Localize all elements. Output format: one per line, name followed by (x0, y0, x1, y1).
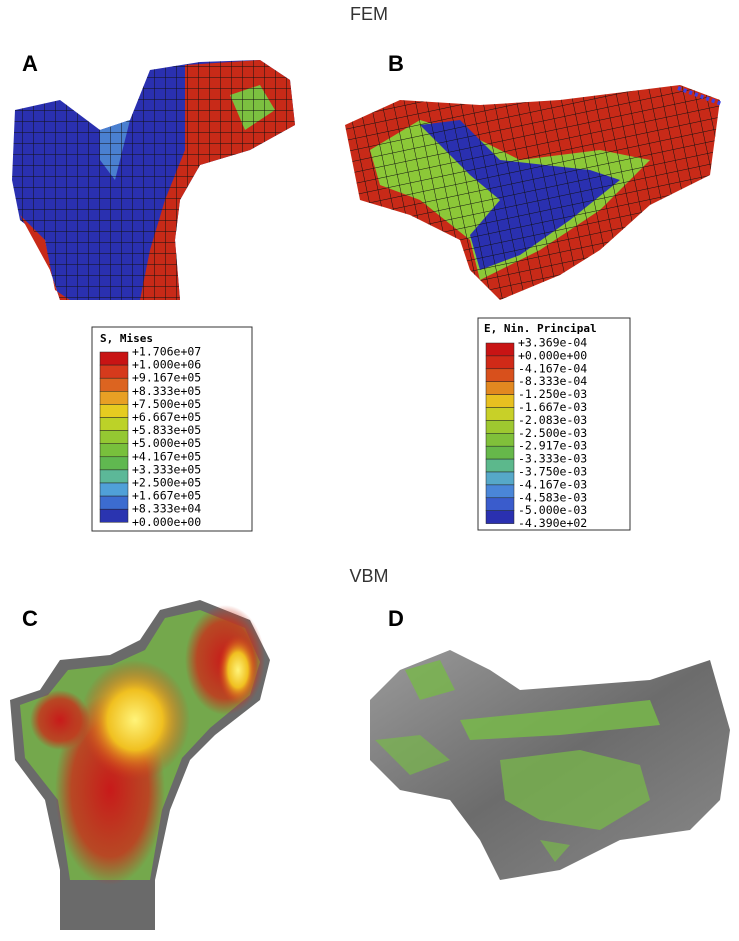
legend-swatch (485, 433, 515, 447)
legend-label: +3.369e-04 (518, 336, 587, 350)
legend-label: -3.333e-03 (518, 452, 587, 466)
legend-label: -5.000e-03 (518, 503, 587, 517)
legend-label: -4.583e-03 (518, 490, 587, 504)
legend-label: -2.083e-03 (518, 413, 587, 427)
legend-swatch (99, 377, 129, 392)
fem-model-a (12, 60, 295, 300)
legend: E, Nin. Principal +3.369e-04+0.000e+00-4… (477, 317, 631, 531)
legend-label: -4.390e+02 (518, 516, 587, 530)
legend-label: +1.667e+05 (132, 489, 201, 503)
legend-swatch (485, 420, 515, 434)
legend-label: +6.667e+05 (132, 410, 201, 424)
legend-label: +1.000e+06 (132, 358, 201, 372)
legend-label: -1.250e-03 (518, 387, 587, 401)
legend-label: +4.167e+05 (132, 449, 201, 463)
legend: S, Mises +1.706e+07+1.000e+06+9.167e+05+… (91, 326, 253, 532)
legend-swatch (99, 430, 129, 444)
legend-swatch (485, 458, 515, 473)
legend-swatch (99, 482, 129, 497)
legend-label: +5.833e+05 (132, 423, 201, 437)
legend-swatch (485, 510, 515, 524)
legend-swatch (485, 407, 515, 421)
legend-title: S, Mises (100, 332, 153, 345)
section-title: VBM (349, 566, 388, 586)
legend-swatch (485, 381, 515, 395)
legend-label: +1.706e+07 (132, 345, 201, 359)
panel-label: D (388, 606, 404, 631)
legend-label: -2.500e-03 (518, 426, 587, 440)
legend-label: +8.333e+05 (132, 384, 201, 398)
panel-label: B (388, 51, 404, 76)
legend-label: -3.750e-03 (518, 465, 587, 479)
legend-swatch (485, 484, 515, 499)
section-title: FEM (350, 4, 388, 24)
legend-swatch (485, 471, 515, 486)
legend-swatch (99, 495, 129, 510)
legend-swatch (485, 445, 515, 460)
legend-swatch (485, 368, 515, 382)
legend-label: -1.667e-03 (518, 400, 587, 414)
legend-swatch (485, 394, 515, 408)
vbm-model-c (10, 600, 270, 930)
legend-swatch (99, 443, 129, 458)
panel-label: C (22, 606, 38, 631)
legend-swatch (99, 404, 129, 418)
legend-swatch (485, 497, 515, 511)
legend-label: +5.000e+05 (132, 436, 201, 450)
legend-swatch (99, 508, 129, 523)
panel-label: A (22, 51, 38, 76)
legend-label: +2.500e+05 (132, 476, 201, 490)
legend-swatch (99, 417, 129, 431)
legend-swatch (99, 364, 129, 379)
legend-swatch (99, 456, 129, 471)
legend-swatch (485, 355, 515, 370)
legend-label: +7.500e+05 (132, 397, 201, 411)
legend-label: +8.333e+04 (132, 502, 201, 516)
legend-label: -4.167e-03 (518, 477, 587, 491)
legend-label: +0.000e+00 (132, 515, 201, 529)
fem-model-b (345, 85, 723, 300)
legend-swatch (99, 391, 129, 405)
legend-label: +0.000e+00 (518, 348, 587, 362)
legend-swatch (485, 342, 515, 357)
legend-label: +9.167e+05 (132, 371, 201, 385)
vbm-model-d (370, 650, 730, 880)
legend-label: -8.333e-04 (518, 374, 587, 388)
legend-title: E, Nin. Principal (484, 322, 597, 335)
legend-swatch (99, 351, 129, 366)
legend-label: +3.333e+05 (132, 462, 201, 476)
legend-label: -2.917e-03 (518, 439, 587, 453)
legend-swatch (99, 469, 129, 484)
legend-label: -4.167e-04 (518, 361, 587, 375)
